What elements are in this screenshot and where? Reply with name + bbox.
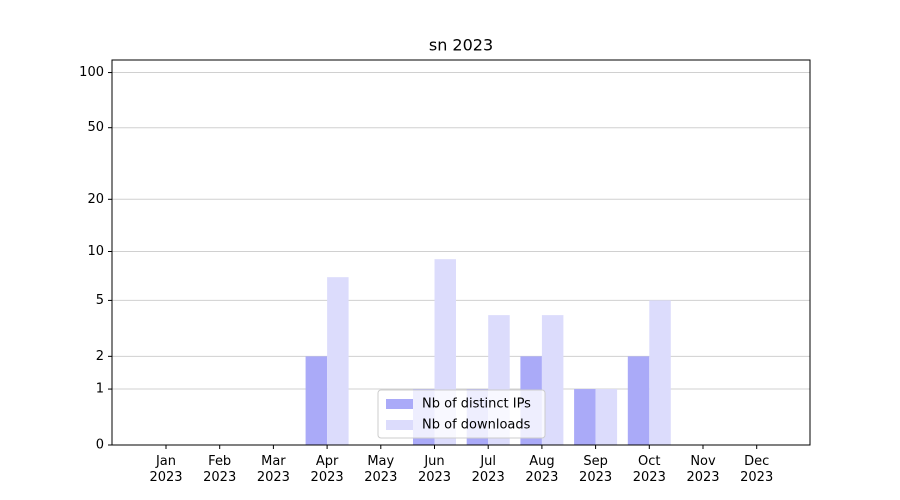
x-tick-label: Sep 2023 <box>579 454 612 485</box>
legend-label: Nb of distinct IPs <box>422 397 531 412</box>
x-tick-label: Nov 2023 <box>686 454 719 485</box>
bar <box>627 356 650 445</box>
x-tick-label: Oct 2023 <box>633 454 666 485</box>
y-tick-label: 50 <box>87 120 104 135</box>
bar <box>574 389 596 445</box>
x-tick-label: Dec 2023 <box>740 454 773 485</box>
bar <box>327 277 349 445</box>
y-tick-label: 2 <box>96 349 104 364</box>
chart-title: sn 2023 <box>429 36 493 55</box>
legend-label: Nb of downloads <box>422 418 531 433</box>
y-tick-label: 10 <box>87 244 104 259</box>
y-tick-label: 5 <box>96 293 104 308</box>
x-tick-label: Apr 2023 <box>311 454 344 485</box>
y-tick-label: 100 <box>79 65 104 80</box>
x-tick-label: May 2023 <box>364 454 397 485</box>
plot-frame <box>111 59 811 446</box>
legend-box <box>377 389 546 439</box>
y-tick-label: 1 <box>96 382 104 397</box>
y-tick-label: 20 <box>87 192 104 207</box>
legend-swatch <box>386 420 413 430</box>
bar <box>305 356 328 445</box>
x-tick-label: Aug 2023 <box>525 454 558 485</box>
y-tick-label: 0 <box>96 438 104 453</box>
x-tick-label: Jul 2023 <box>472 454 505 485</box>
x-tick-label: Jun 2023 <box>418 454 451 485</box>
bar <box>649 300 671 445</box>
bar <box>541 315 564 445</box>
x-tick-label: Mar 2023 <box>257 454 290 485</box>
legend-swatch <box>386 399 413 409</box>
bar <box>595 389 618 445</box>
x-tick-label: Jan 2023 <box>149 454 182 485</box>
x-tick-label: Feb 2023 <box>203 454 236 485</box>
